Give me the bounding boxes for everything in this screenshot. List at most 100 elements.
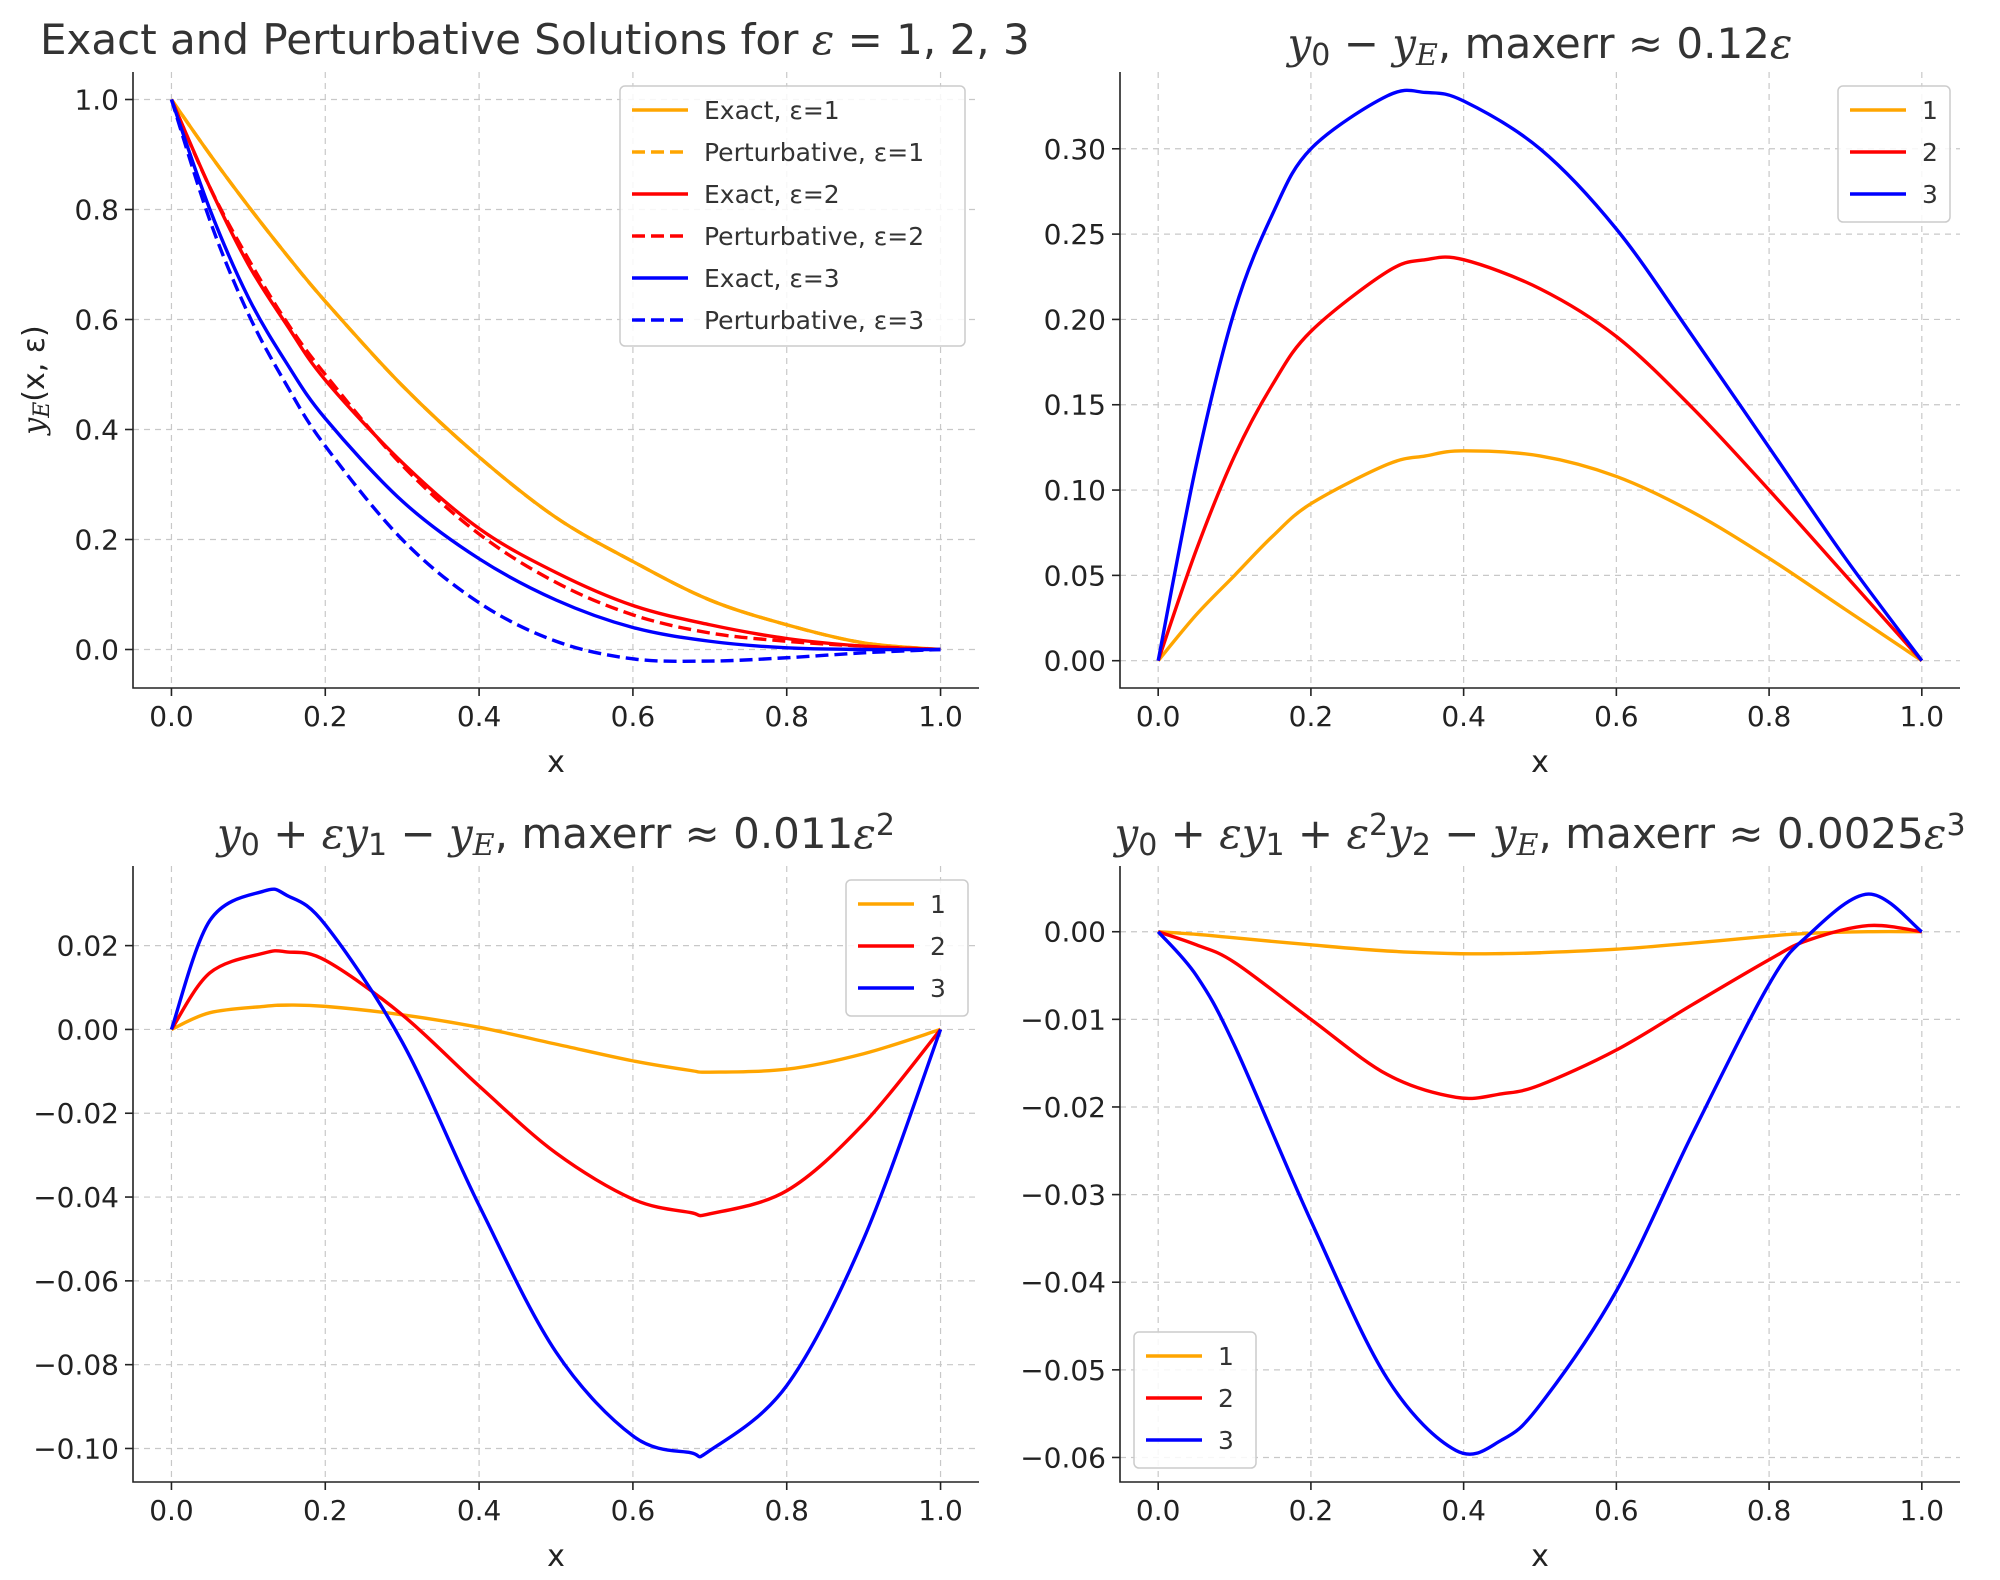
chart-panel-2: 0.0 0.2 0.4 0.6 0.8 1.0 0.00 0.05 0.10 0.15 0.20 0.… <box>1044 19 1960 780</box>
y-tick-label: −0.05 <box>1020 1354 1106 1387</box>
chart-title-3: y0 + εy1 − yE, maxerr ≈ 0.011ε2 <box>215 808 895 863</box>
x-tick-label: 0.6 <box>611 700 656 733</box>
legend-box <box>619 85 966 347</box>
legend-label-2: 2 <box>1218 1384 1234 1413</box>
y-tick-label: 0.25 <box>1044 218 1106 251</box>
y-tick-label: 1.0 <box>74 84 119 117</box>
x-tick-label: 0.0 <box>149 1494 194 1527</box>
legend-label-4: Perturbative, ε=2 <box>704 222 924 251</box>
chart-title-1: Exact and Perturbative Solutions for ε =… <box>40 15 1030 64</box>
series-line-1 <box>170 1003 942 1074</box>
y-tick-label: 0.6 <box>74 304 119 337</box>
series-line-3 <box>1156 88 1924 662</box>
y-tick-label: 0.4 <box>74 414 119 447</box>
x-tick-label: 0.6 <box>1594 700 1639 733</box>
legend-label-2: 2 <box>1922 138 1938 167</box>
x-tick-label: 0.6 <box>1594 1494 1639 1527</box>
series-line-2 <box>170 949 942 1218</box>
legend-box <box>1837 85 1951 223</box>
legend-label-1: 1 <box>1218 1342 1234 1371</box>
x-tick-label: 0.0 <box>1136 700 1181 733</box>
y-tick-label: 0.00 <box>1044 916 1106 949</box>
y-tick-label: 0.20 <box>1044 303 1106 336</box>
chart-panel-3: 0.0 0.2 0.4 0.6 0.8 1.0 −0.10 −0.08 −0.06 −0.04 −0… <box>33 808 979 1574</box>
legend-label-6: Perturbative, ε=3 <box>704 306 924 335</box>
legend-label-1: Exact, ε=1 <box>704 96 840 125</box>
y-tick-label: −0.03 <box>1020 1179 1106 1212</box>
legend-label-3: 3 <box>1218 1426 1234 1455</box>
y-tick-label: −0.08 <box>33 1349 119 1382</box>
x-tick-label: 0.2 <box>303 1494 348 1527</box>
x-tick-label: 0.0 <box>149 700 194 733</box>
x-tick-label: 0.4 <box>457 1494 502 1527</box>
series-line-6 <box>169 98 941 663</box>
y-tick-label: 0.8 <box>74 194 119 227</box>
y-tick-label: 0.30 <box>1044 133 1106 166</box>
legend-label-2: Perturbative, ε=1 <box>704 138 924 167</box>
x-axis-label-2: x <box>1531 745 1549 780</box>
x-tick-label: 0.8 <box>764 1494 809 1527</box>
legend-label-3: 3 <box>930 974 946 1003</box>
x-tick-label: 0.2 <box>1289 1494 1334 1527</box>
x-tick-label: 0.8 <box>764 700 809 733</box>
axis-spine <box>1119 72 1960 689</box>
legend-box <box>845 879 969 1017</box>
x-tick-label: 0.4 <box>1441 700 1486 733</box>
y-axis-label-1: yE(x, ε) <box>17 325 55 436</box>
x-tick-label: 0.4 <box>1441 1494 1486 1527</box>
series-line-2 <box>1156 255 1924 662</box>
x-tick-label: 0.8 <box>1747 700 1792 733</box>
y-tick-label: 0.10 <box>1044 474 1106 507</box>
y-tick-label: −0.06 <box>1020 1441 1106 1474</box>
legend-label-3: Exact, ε=2 <box>704 180 840 209</box>
x-axis-label-4: x <box>1531 1539 1549 1574</box>
chart-panel-1: 0.0 0.2 0.4 0.6 0.8 1.0 0.0 0.2 0.4 0.6 0.8 1.0 x yE(… <box>17 15 1030 780</box>
x-tick-label: 0.0 <box>1136 1494 1181 1527</box>
legend-1: Exact, ε=1 Perturbative, ε=1 Exact, ε=2 Per… <box>619 85 966 347</box>
series-line-4 <box>169 98 941 652</box>
series-line-3 <box>1156 892 1923 1456</box>
x-tick-label: 1.0 <box>918 1494 963 1527</box>
x-tick-label: 0.8 <box>1747 1494 1792 1527</box>
chart-title-4: y0 + εy1 + ε2y2 − yE, maxerr ≈ 0.0025ε3 <box>1112 808 1965 863</box>
y-tick-label: 0.02 <box>57 930 119 963</box>
legend-label-3: 3 <box>1922 180 1938 209</box>
y-tick-label: 0.00 <box>57 1013 119 1046</box>
series-line-3 <box>169 887 943 1459</box>
x-tick-label: 0.4 <box>457 700 502 733</box>
y-tick-label: 0.0 <box>74 634 119 667</box>
x-tick-label: 1.0 <box>1900 700 1945 733</box>
legend-4: 1 2 3 <box>1133 1331 1257 1469</box>
x-tick-label: 0.2 <box>303 700 348 733</box>
axis-spine <box>1119 866 1960 1483</box>
legend-label-5: Exact, ε=3 <box>704 264 840 293</box>
legend-label-1: 1 <box>1922 96 1938 125</box>
x-axis-label-3: x <box>547 1539 565 1574</box>
axis-spine <box>132 866 979 1483</box>
x-tick-label: 1.0 <box>1900 1494 1945 1527</box>
y-tick-label: 0.2 <box>74 524 119 557</box>
legend-label-1: 1 <box>930 890 946 919</box>
series-line-1 <box>1156 449 1923 663</box>
legend-box <box>1133 1331 1257 1469</box>
x-tick-label: 1.0 <box>918 700 963 733</box>
series-line-1 <box>1158 929 1922 956</box>
y-tick-label: 0.15 <box>1044 389 1106 422</box>
y-tick-label: −0.01 <box>1020 1003 1106 1036</box>
legend-label-2: 2 <box>930 932 946 961</box>
x-tick-label: 0.6 <box>611 1494 656 1527</box>
chart-panel-4: 0.0 0.2 0.4 0.6 0.8 1.0 −0.06 −0.05 −0.04 −0.03 −0… <box>1020 808 1965 1575</box>
y-tick-label: −0.04 <box>1020 1266 1106 1299</box>
legend-3: 1 2 3 <box>845 879 969 1017</box>
chart-title-2: y0 − yE, maxerr ≈ 0.12ε <box>1286 19 1793 73</box>
legend-2: 1 2 3 <box>1837 85 1951 223</box>
y-tick-label: 0.05 <box>1044 559 1106 592</box>
y-tick-label: −0.04 <box>33 1181 119 1214</box>
x-axis-label-1: x <box>547 745 565 780</box>
y-tick-label: −0.02 <box>33 1097 119 1130</box>
series-line-3 <box>169 98 941 652</box>
series-line-2 <box>170 98 941 652</box>
y-tick-label: −0.02 <box>1020 1091 1106 1124</box>
y-tick-label: 0.00 <box>1044 645 1106 678</box>
